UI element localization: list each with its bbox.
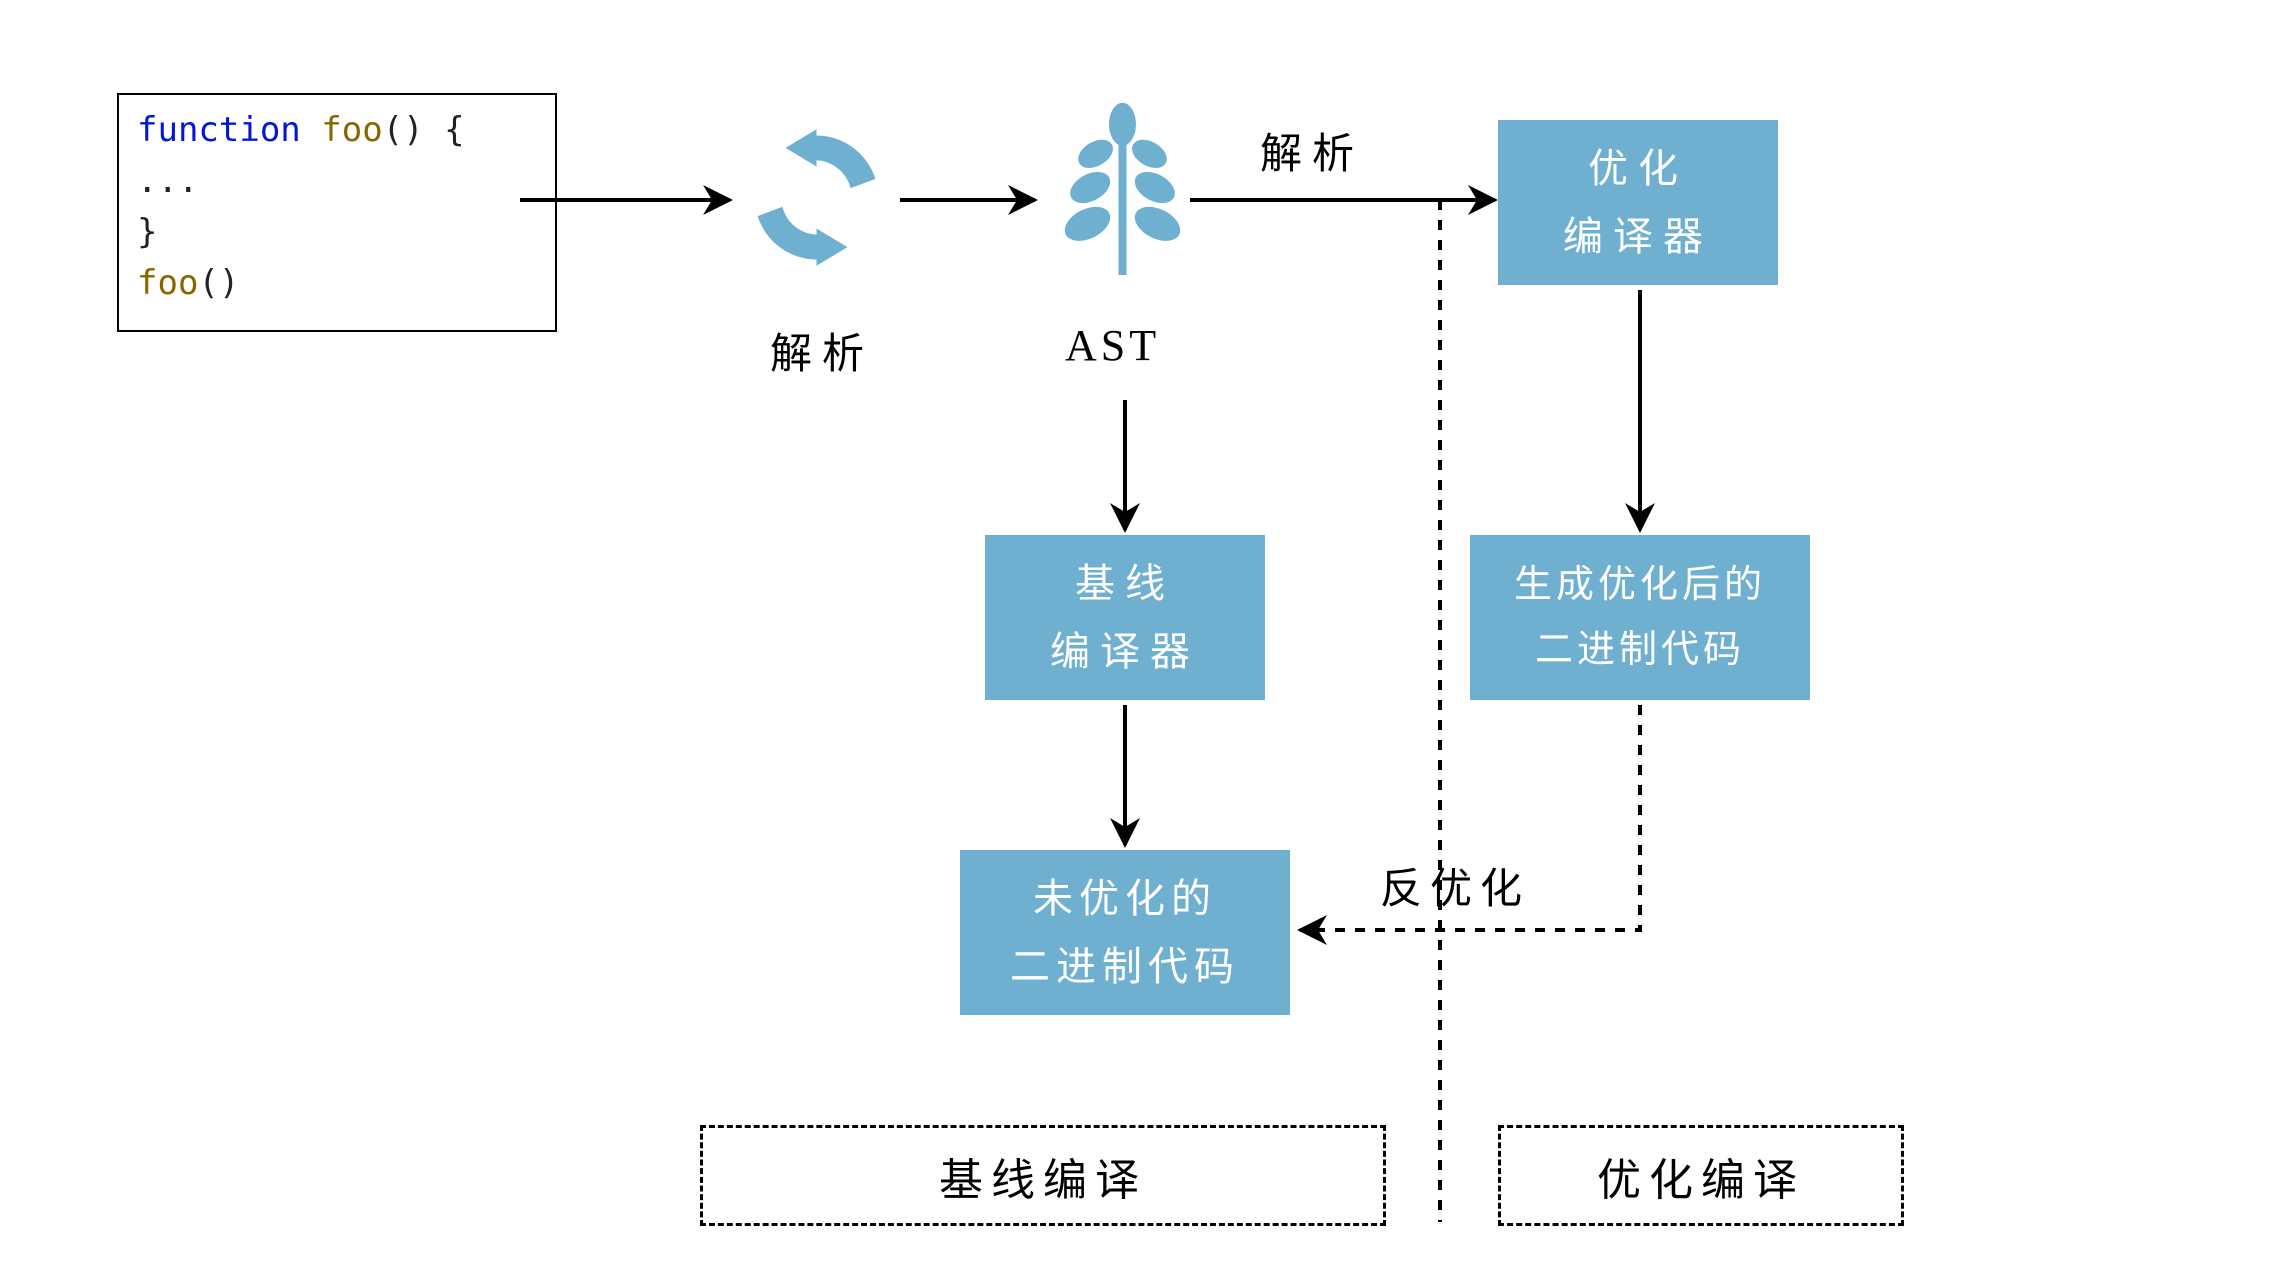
deopt-label: 反优化 [1380,855,1530,916]
baseline-line1: 基线 [1075,550,1175,618]
baseline-compiler-box: 基线 编译器 [985,535,1265,700]
unoptimized-binary-box: 未优化的 二进制代码 [960,850,1290,1015]
code-content: function foo() { ... } foo() [137,105,537,309]
optimizer-line1: 优化 [1588,135,1688,203]
unopt-line2: 二进制代码 [1010,933,1240,1001]
diagram-canvas: function foo() { ... } foo() 解析 [0,0,2284,1285]
baseline-compile-label: 基线编译 [939,1144,1147,1208]
optimized-binary-box: 生成优化后的 二进制代码 [1470,535,1810,700]
parse-edge-label: 解析 [1260,120,1364,181]
code-block: function foo() { ... } foo() [117,93,557,332]
optbin-line1: 生成优化后的 [1514,553,1766,618]
baseline-compile-region: 基线编译 [700,1125,1386,1226]
baseline-line2: 编译器 [1050,618,1200,686]
parser-icon [739,120,894,275]
opt-compile-region: 优化编译 [1498,1125,1904,1226]
unopt-line1: 未优化的 [1033,865,1217,933]
optimizer-line2: 编译器 [1563,203,1713,271]
opt-compile-label: 优化编译 [1597,1144,1805,1208]
optimizer-box: 优化 编译器 [1498,120,1778,285]
optbin-line2: 二进制代码 [1535,618,1745,683]
ast-label: AST [1065,320,1160,371]
ast-icon [1055,100,1190,275]
parser-label: 解析 [770,320,874,381]
